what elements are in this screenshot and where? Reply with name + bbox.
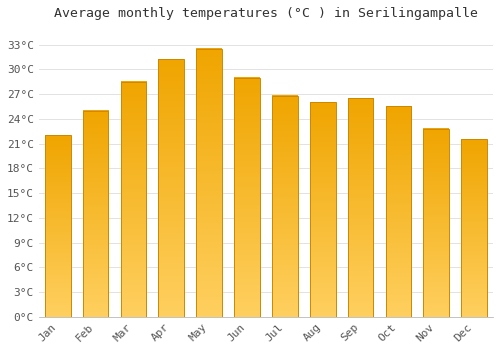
Bar [234, 78, 260, 317]
Bar [424, 129, 449, 317]
Bar [386, 106, 411, 317]
Title: Average monthly temperatures (°C ) in Serilingampalle: Average monthly temperatures (°C ) in Se… [54, 7, 478, 20]
Bar [45, 135, 70, 317]
Bar [82, 111, 108, 317]
Bar [120, 82, 146, 317]
Bar [158, 60, 184, 317]
Bar [310, 102, 336, 317]
Bar [348, 98, 374, 317]
Bar [272, 96, 297, 317]
Bar [196, 49, 222, 317]
Bar [462, 139, 487, 317]
